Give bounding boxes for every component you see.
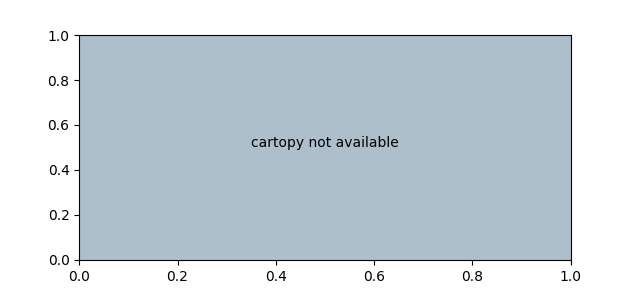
Text: cartopy not available: cartopy not available (251, 136, 399, 150)
